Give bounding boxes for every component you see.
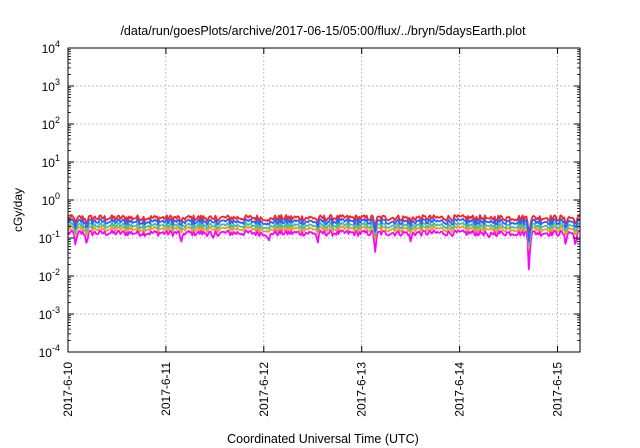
grid-lines [68, 48, 580, 352]
series-line-5 [67, 229, 581, 271]
series-line-2 [67, 217, 581, 243]
chart-title: /data/run/goesPlots/archive/2017-06-15/0… [120, 24, 526, 38]
series-line-1 [67, 214, 581, 239]
x-tick-label: 2017-6-14 [453, 362, 467, 417]
series-line-4 [67, 225, 581, 250]
tick-marks [67, 47, 580, 353]
y-tick-labels: 104 103 102 101 100 10-1 10-2 10-3 10-4 [39, 39, 60, 360]
x-tick-label: 2017-6-10 [61, 362, 75, 417]
y-tick-label: 102 [42, 115, 60, 132]
y-axis-label: cGy/day [11, 188, 25, 232]
y-tick-label: 10-1 [39, 229, 60, 246]
y-tick-label: 104 [42, 39, 60, 56]
y-tick-label: 10-3 [39, 305, 60, 322]
x-tick-label: 2017-6-15 [550, 362, 564, 417]
y-tick-label: 101 [42, 153, 60, 170]
x-tick-labels: 2017-6-10 2017-6-11 2017-6-12 2017-6-13 2017… [61, 362, 564, 417]
series-group [67, 214, 581, 271]
x-tick-label: 2017-6-12 [257, 362, 271, 417]
y-tick-label: 10-4 [39, 343, 60, 360]
series-line-3 [67, 221, 581, 247]
y-tick-label: 10-2 [39, 267, 60, 284]
y-tick-label: 100 [42, 191, 60, 208]
x-axis-label: Coordinated Universal Time (UTC) [227, 432, 419, 446]
x-tick-label: 2017-6-13 [355, 362, 369, 417]
y-tick-label: 103 [42, 77, 60, 94]
x-tick-label: 2017-6-11 [159, 362, 173, 416]
